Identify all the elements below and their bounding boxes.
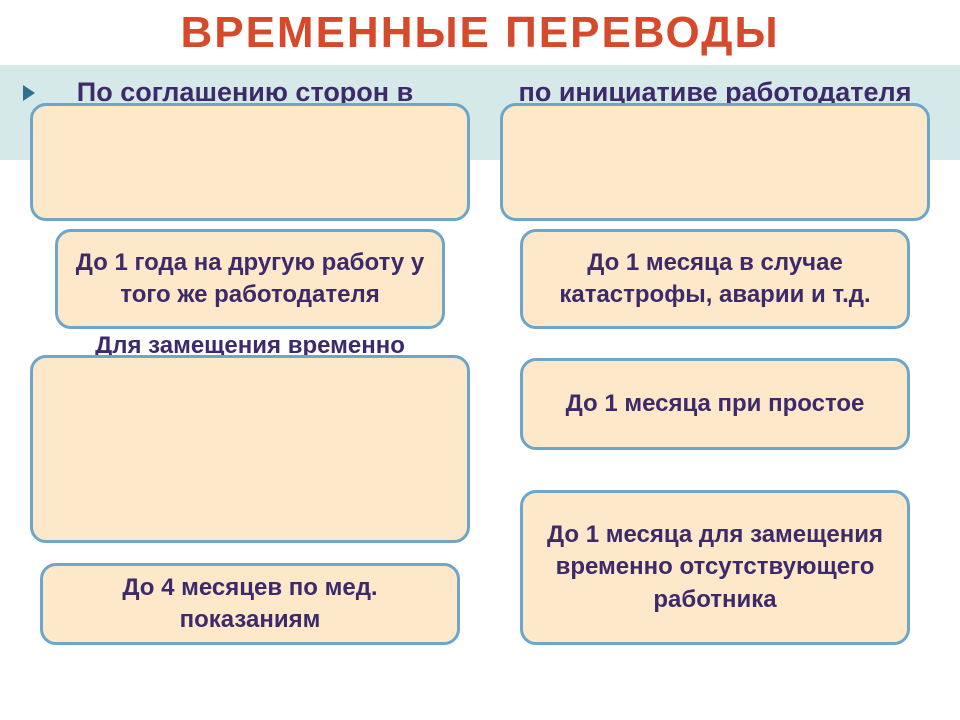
bullet-icon	[23, 85, 35, 101]
box-r-header	[500, 103, 930, 221]
box-r3: До 1 месяца для замещения временно отсут…	[520, 490, 910, 645]
box-r2: До 1 месяца при простое	[520, 358, 910, 450]
box-l2	[30, 355, 470, 543]
box-r1: До 1 месяца в случае катастрофы, аварии …	[520, 229, 910, 329]
page-title: ВРЕМЕННЫЕ ПЕРЕВОДЫ	[0, 8, 960, 58]
box-l3: До 4 месяцев по мед. показаниям	[40, 563, 460, 645]
box-l-header	[30, 103, 470, 221]
box-l1: До 1 года на другую работу у того же раб…	[55, 229, 445, 329]
